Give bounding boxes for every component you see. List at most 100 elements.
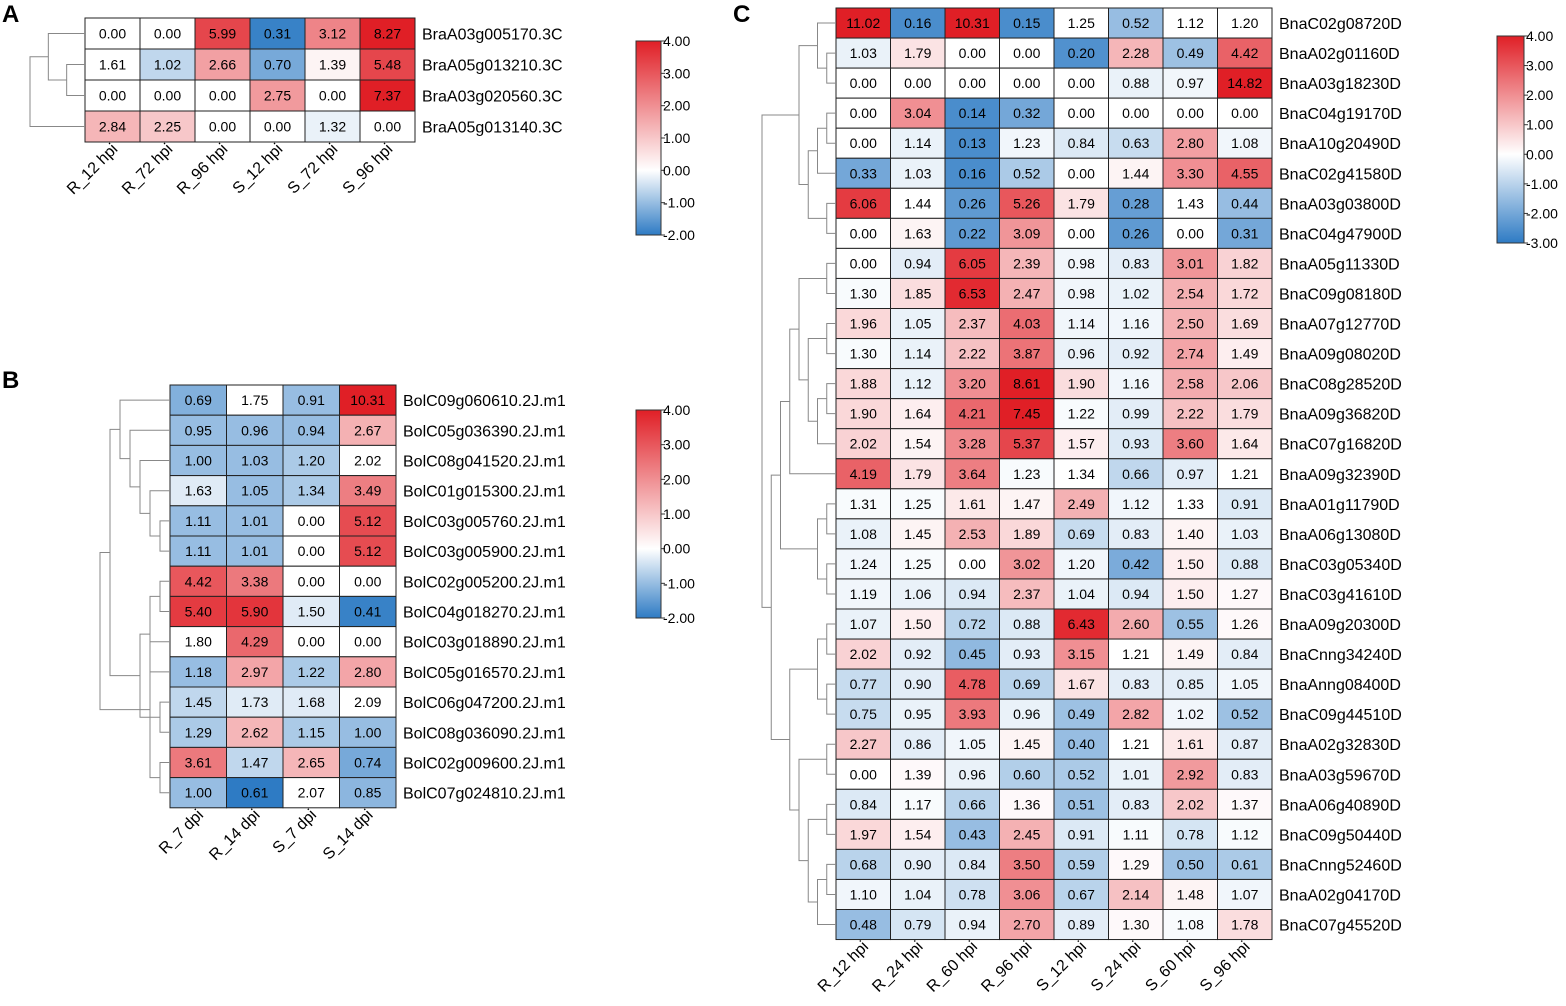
- cell-value: 0.00: [298, 573, 325, 589]
- heatmap-cell: [944, 728, 1000, 760]
- cell-value: 1.20: [298, 453, 325, 469]
- heatmap-cell: [226, 777, 284, 809]
- cell-value: 0.77: [850, 676, 877, 692]
- cell-value: 0.22: [959, 225, 986, 241]
- cell-value: 1.54: [904, 826, 931, 842]
- heatmap-cell: [359, 79, 416, 112]
- heatmap-cell: [1162, 578, 1218, 610]
- heatmap-cell: [1162, 157, 1218, 189]
- cell-value: 2.50: [1177, 316, 1204, 332]
- cell-value: 0.93: [1122, 436, 1149, 452]
- cell-value: 0.79: [904, 917, 931, 933]
- heatmap-cell: [339, 686, 397, 718]
- cell-value: 1.07: [1231, 886, 1258, 902]
- panel-label-b: B: [2, 367, 19, 394]
- column-label: S_7 dpi: [270, 807, 320, 857]
- heatmap-cell: [835, 187, 891, 219]
- dendrogram-branch: [826, 743, 836, 775]
- heatmap-cell: [1217, 668, 1273, 700]
- row-label: BolC01g015300.2J.m1: [403, 484, 566, 501]
- cell-value: 1.12: [1177, 15, 1204, 31]
- cell-value: 3.50: [1013, 856, 1040, 872]
- legend-colorbar: [635, 409, 662, 619]
- cell-value: 1.44: [904, 195, 931, 211]
- cell-value: 1.26: [1231, 616, 1258, 632]
- heatmap-cell: [1162, 638, 1218, 670]
- cell-value: 2.07: [298, 785, 325, 801]
- cell-value: 1.45: [904, 526, 931, 542]
- heatmap-cell: [1217, 818, 1273, 850]
- heatmap-cell: [1162, 878, 1218, 911]
- cell-value: 3.02: [1013, 556, 1040, 572]
- cell-value: 0.00: [354, 634, 381, 650]
- heatmap-cell: [835, 368, 891, 400]
- dendrogram-branch: [826, 52, 836, 84]
- row-label: BolC02g009600.2J.m1: [403, 756, 566, 773]
- cell-value: 0.83: [1122, 526, 1149, 542]
- heatmap-cell: [1108, 187, 1164, 219]
- cell-value: 2.06: [1231, 376, 1258, 392]
- cell-value: 0.83: [1122, 796, 1149, 812]
- cell-value: 2.45: [1013, 826, 1040, 842]
- cell-value: 1.18: [185, 664, 212, 680]
- heatmap-cell: [1108, 548, 1164, 580]
- cell-value: 0.15: [1013, 15, 1040, 31]
- heatmap-cell: [1053, 338, 1109, 370]
- heatmap-cell: [1108, 308, 1164, 340]
- heatmap-cell: [226, 656, 284, 688]
- cell-value: 0.41: [354, 604, 381, 620]
- cell-value: 1.15: [298, 724, 325, 740]
- cell-value: 0.31: [1231, 225, 1258, 241]
- cell-value: 1.01: [241, 543, 268, 559]
- cell-value: 0.00: [1068, 75, 1095, 91]
- heatmap-cell: [1162, 788, 1218, 820]
- heatmap-cell: [1053, 37, 1109, 69]
- cell-value: 1.30: [1122, 917, 1149, 933]
- heatmap-cell: [944, 458, 1000, 490]
- row-label: BnaA05g11330D: [1279, 256, 1400, 273]
- cell-value: 0.00: [959, 556, 986, 572]
- heatmap-cell: [999, 247, 1055, 279]
- heatmap-cell: [139, 110, 196, 143]
- cell-value: 0.94: [1122, 586, 1149, 602]
- column-label: R_96 hpi: [978, 938, 1035, 995]
- cell-value: 2.02: [1177, 796, 1204, 812]
- cell-value: 1.25: [1068, 15, 1095, 31]
- cell-value: 3.49: [354, 483, 381, 499]
- heatmap-cell: [1217, 878, 1273, 911]
- cell-value: 0.16: [904, 15, 931, 31]
- dendrogram-branch: [817, 638, 827, 700]
- heatmap-cell: [999, 217, 1055, 249]
- legend-tick-label: 1.00: [1526, 117, 1553, 133]
- row-label: BraA05g013140.3C: [422, 120, 563, 137]
- cell-value: 1.02: [1122, 285, 1149, 301]
- cell-value: 0.68: [850, 856, 877, 872]
- dendrogram-branch: [826, 383, 836, 415]
- row-label: BnaC03g05340D: [1279, 557, 1402, 574]
- heatmap-cell: [1108, 909, 1164, 941]
- cell-value: 2.09: [354, 694, 381, 710]
- cell-value: 6.06: [850, 195, 877, 211]
- cell-value: 1.12: [904, 376, 931, 392]
- cell-value: 1.67: [1068, 676, 1095, 692]
- cell-value: 0.94: [959, 917, 986, 933]
- cell-value: 0.00: [850, 766, 877, 782]
- cell-value: 3.01: [1177, 255, 1204, 271]
- dendrogram-branch: [159, 701, 170, 733]
- cell-value: 0.67: [1068, 886, 1095, 902]
- heatmap-cell: [1217, 488, 1273, 520]
- legend-tick-label: -1.00: [663, 575, 695, 591]
- cell-value: 1.96: [850, 316, 877, 332]
- cell-value: 1.97: [850, 826, 877, 842]
- cell-value: 1.04: [904, 886, 931, 902]
- cell-value: 4.19: [850, 466, 877, 482]
- row-label: BnaC07g16820D: [1279, 437, 1402, 454]
- cell-value: 0.88: [1013, 616, 1040, 632]
- legend-tick-label: 4.00: [663, 33, 690, 49]
- column-label: R_12 hpi: [815, 938, 872, 995]
- heatmap-cell: [339, 626, 397, 658]
- cell-value: 5.12: [354, 543, 381, 559]
- cell-value: 1.02: [1177, 706, 1204, 722]
- cell-value: 0.94: [904, 255, 931, 271]
- cell-value: 4.29: [241, 634, 268, 650]
